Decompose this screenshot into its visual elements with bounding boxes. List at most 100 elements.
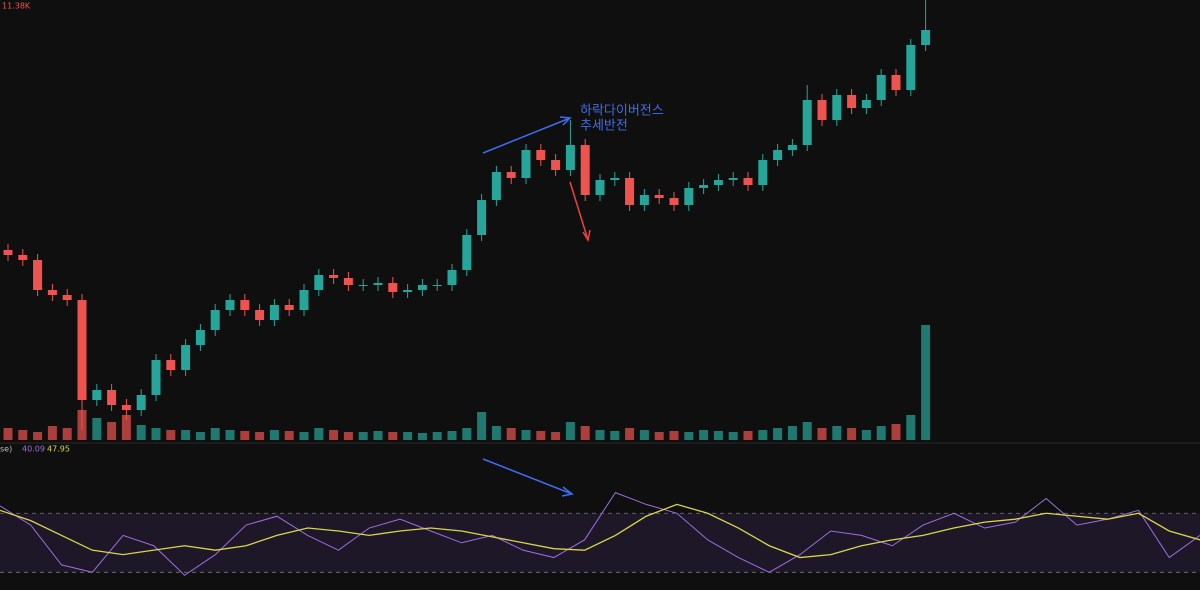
candle-body: [3, 250, 13, 255]
volume-bar: [33, 432, 43, 440]
volume-bar: [610, 431, 620, 440]
candle-body: [506, 172, 516, 178]
candle-body: [817, 100, 827, 120]
volume-bar: [713, 431, 723, 440]
candle-body: [802, 100, 812, 145]
volume-bar: [506, 428, 516, 440]
candle-body: [417, 285, 427, 290]
arrow: [482, 458, 573, 495]
volume-bar: [343, 432, 353, 440]
volume-bar: [787, 426, 797, 440]
candle-body: [121, 405, 131, 410]
volume-bar: [699, 430, 709, 440]
volume-bar: [210, 428, 220, 440]
annotation: 추세반전: [580, 119, 628, 134]
volume-bar: [536, 431, 546, 440]
candle-body: [358, 285, 368, 286]
candle-body: [225, 300, 235, 310]
candle-body: [654, 195, 664, 198]
rsi-ma-value: 47.95: [47, 445, 70, 454]
candle-body: [787, 145, 797, 150]
volume-bar: [654, 432, 664, 440]
volume-bar: [121, 415, 131, 440]
candle-body: [447, 270, 457, 285]
volume-bar: [373, 431, 383, 440]
candle-body: [18, 255, 28, 260]
volume-bar: [299, 432, 309, 440]
candle-body: [181, 345, 191, 370]
candle-body: [269, 305, 279, 320]
candle-body: [77, 300, 87, 400]
volume-bar: [625, 428, 635, 440]
candle-body: [906, 45, 916, 90]
volume-bar: [47, 426, 57, 440]
candle-body: [743, 178, 753, 185]
volume-bar: [417, 433, 427, 440]
volume-bar: [595, 430, 605, 440]
rsi-line: [0, 491, 1200, 576]
volume-bar: [92, 418, 102, 440]
candle-body: [847, 95, 857, 108]
volume-bar: [195, 432, 205, 440]
volume-bar: [432, 432, 442, 440]
candle-body: [136, 395, 146, 410]
volume-bar: [521, 430, 531, 440]
volume-bar: [314, 428, 324, 440]
candle-body: [891, 75, 901, 90]
volume-bar: [728, 432, 738, 440]
volume-bar: [758, 430, 768, 440]
arrow: [482, 117, 571, 154]
volume-bar: [847, 428, 857, 440]
candle-body: [33, 260, 43, 290]
volume-bar: [565, 422, 575, 440]
candle-body: [314, 275, 324, 290]
candle-body: [684, 188, 694, 205]
candle-body: [921, 30, 931, 45]
candle-body: [373, 283, 383, 285]
rsi-value: 40.09: [22, 445, 45, 454]
candle-body: [240, 300, 250, 310]
volume-bar: [491, 426, 501, 440]
arrow: [569, 181, 589, 241]
volume-bar: [225, 430, 235, 440]
volume-bar: [18, 430, 28, 440]
candle-body: [728, 178, 738, 180]
candle-body: [210, 310, 220, 330]
volume-bar: [166, 430, 176, 440]
candle-body: [876, 75, 886, 100]
candle-body: [595, 180, 605, 195]
candle-body: [610, 178, 620, 180]
candle-body: [639, 195, 649, 205]
volume-bar: [743, 431, 753, 440]
volume-bar: [3, 428, 13, 440]
arrow-head: [582, 229, 591, 242]
volume-bar: [891, 424, 901, 440]
volume-bar: [906, 415, 916, 440]
candle-body: [299, 290, 309, 310]
volume-label: 11.38K: [2, 2, 31, 11]
candle-body: [195, 330, 205, 345]
candle-body: [477, 200, 487, 235]
candle-body: [388, 283, 398, 292]
candle-body: [491, 172, 501, 200]
volume-bar: [861, 430, 871, 440]
volume-bar: [388, 432, 398, 440]
candle-body: [758, 160, 768, 185]
volume-bar: [832, 426, 842, 440]
volume-bar: [151, 428, 161, 440]
candle-body: [403, 290, 413, 292]
candle-body: [861, 100, 871, 108]
volume-bar: [240, 431, 250, 440]
candle-body: [47, 290, 57, 295]
volume-bar: [669, 431, 679, 440]
volume-bar: [580, 426, 590, 440]
candle-body: [773, 150, 783, 160]
volume-bar: [447, 431, 457, 440]
arrow-head: [559, 116, 572, 126]
candle-body: [166, 360, 176, 370]
volume-bar: [403, 432, 413, 440]
volume-bar: [773, 428, 783, 440]
candle-body: [565, 145, 575, 170]
candle-body: [536, 150, 546, 160]
